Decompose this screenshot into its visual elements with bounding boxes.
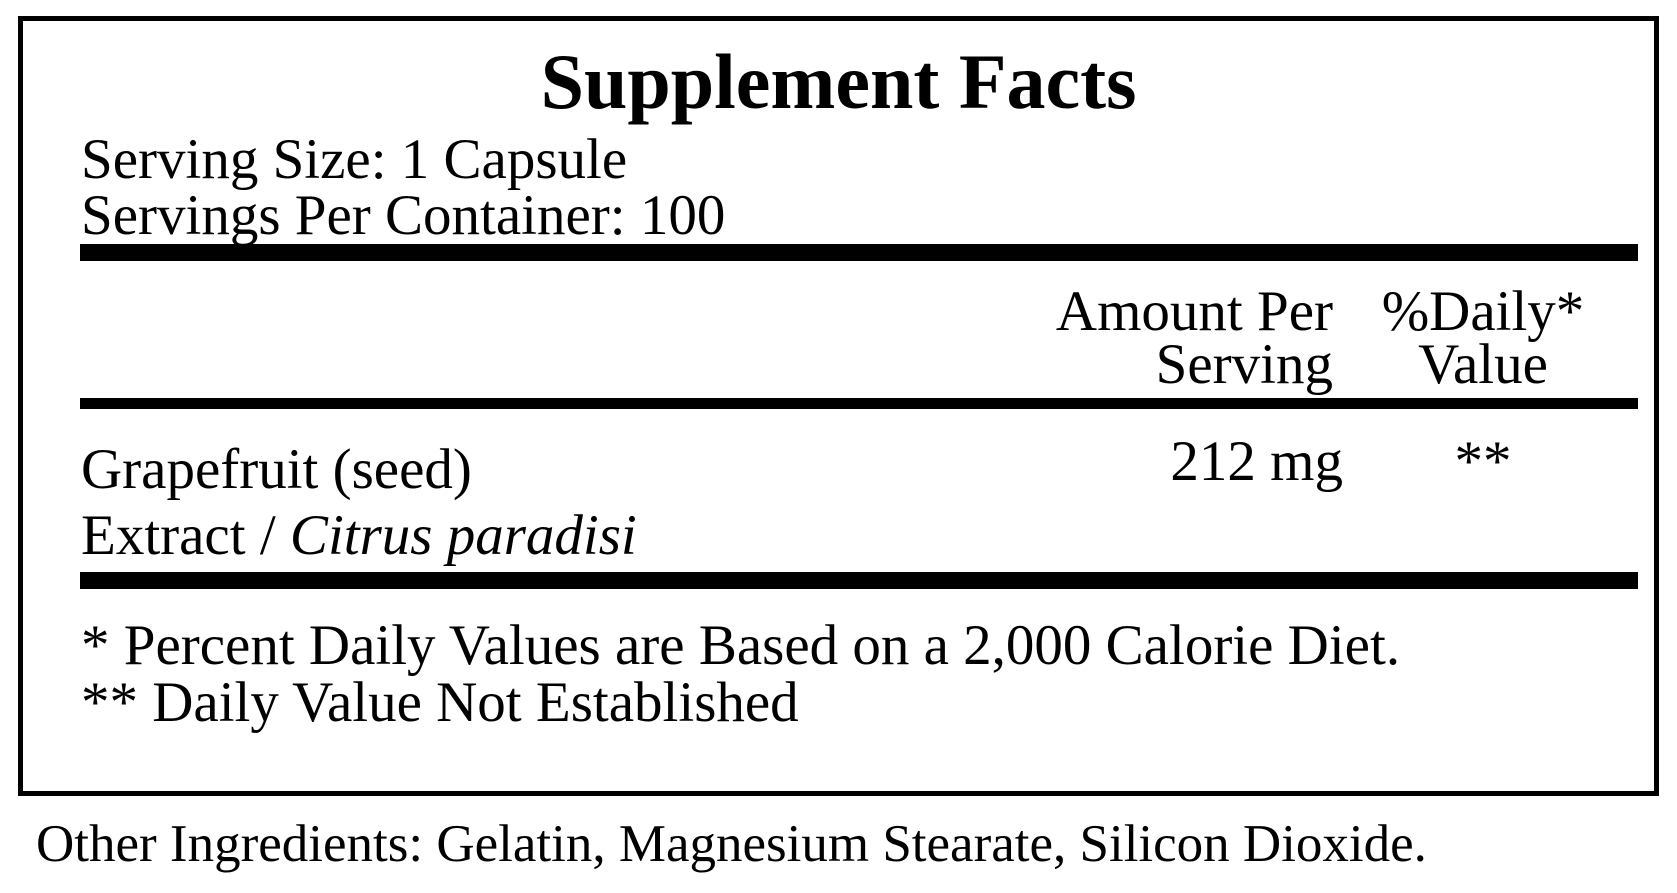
servings-per-container: Servings Per Container: 100: [81, 184, 726, 247]
ingredient-name: Grapefruit (seed): [81, 438, 472, 501]
thick-rule-top: [80, 244, 1638, 261]
daily-value-header-line1: %Daily*: [1381, 280, 1585, 343]
medium-rule: [80, 398, 1638, 409]
ingredient-amount: 212 mg: [1170, 430, 1343, 493]
ingredient-form: Extract: [81, 504, 246, 567]
ingredient-daily-value: **: [1454, 430, 1512, 493]
other-ingredients: Other Ingredients: Gelatin, Magnesium St…: [36, 815, 1427, 873]
ingredient-latin-name: Citrus paradisi: [289, 504, 637, 567]
amount-header-line2: Serving: [1155, 333, 1333, 396]
ingredient-separator: /: [245, 504, 290, 567]
panel-title: Supplement Facts: [540, 38, 1137, 125]
footnote-not-established: ** Daily Value Not Established: [81, 671, 799, 734]
supplement-facts-panel: Supplement Facts Serving Size: 1 Capsule…: [18, 16, 1659, 796]
ingredient-extract-line: Extract / Citrus paradisi: [81, 507, 637, 564]
thick-rule-bottom: [80, 572, 1638, 589]
footnote-percent-daily: * Percent Daily Values are Based on a 2,…: [81, 614, 1401, 677]
amount-header-line1: Amount Per: [1055, 280, 1333, 343]
serving-size: Serving Size: 1 Capsule: [81, 128, 628, 191]
daily-value-header-line2: Value: [1418, 333, 1548, 396]
